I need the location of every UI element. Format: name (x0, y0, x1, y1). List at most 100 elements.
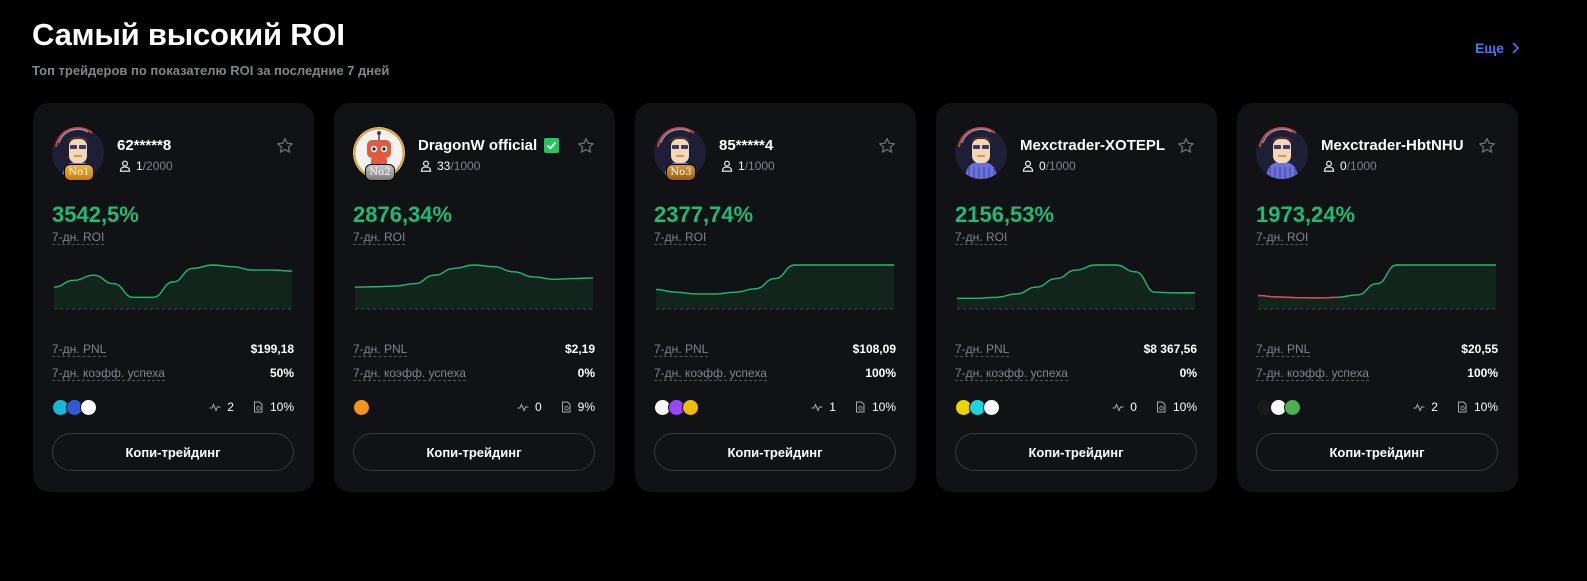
star-icon[interactable] (1478, 137, 1496, 155)
win-rate-value: 0% (577, 366, 595, 380)
roi-label: 7-дн. ROI (654, 230, 707, 245)
win-rate-row: 7-дн. коэфф. успеха 0% (955, 366, 1197, 381)
pnl-row: 7-дн. PNL $199,18 (52, 342, 294, 357)
win-rate-value: 100% (1467, 366, 1498, 380)
roi-line (354, 264, 594, 288)
trader-name[interactable]: DragonW official (418, 137, 560, 154)
activity-icon (1112, 403, 1124, 412)
copy-trading-button[interactable]: Копи-трейдинг (52, 433, 294, 471)
trader-name[interactable]: Mexctrader-XOTEPL (1020, 137, 1165, 154)
roi-line (53, 264, 293, 298)
roi-label: 7-дн. ROI (955, 230, 1008, 245)
win-rate-value: 0% (1179, 366, 1197, 380)
avatar[interactable]: No2 (353, 127, 405, 181)
pnl-row: 7-дн. PNL $20,55 (1256, 342, 1498, 357)
followers-max: /1000 (744, 159, 775, 173)
copy-trading-button[interactable]: Копи-трейдинг (353, 433, 595, 471)
section-title: Самый высокий ROI (32, 17, 345, 52)
trader-name-text: 62*****8 (117, 137, 172, 154)
followers-current: 1 (738, 159, 745, 173)
win-rate-label: 7-дн. коэфф. успеха (654, 366, 767, 381)
trader-card-2[interactable]: No2 DragonW official 33/1000 2876,34% 7-… (334, 103, 615, 492)
star-icon[interactable] (1177, 137, 1195, 155)
pnl-value: $2,19 (564, 342, 595, 356)
roi-line (655, 264, 894, 295)
roi-label: 7-дн. ROI (1256, 230, 1309, 245)
win-rate-row: 7-дн. коэфф. успеха 100% (1256, 366, 1498, 381)
roi-area (1258, 265, 1496, 309)
trader-name[interactable]: 62*****8 (117, 137, 171, 154)
roi-line (957, 264, 1195, 300)
roi-loss-line (1257, 294, 1338, 299)
profit-share-value: 10% (269, 400, 294, 414)
followers-current: 33 (437, 159, 451, 173)
avatar[interactable]: No1 (52, 127, 104, 181)
user-icon (1022, 160, 1034, 172)
chevron-right-icon (1512, 42, 1520, 54)
positions-count: 0 (1130, 400, 1137, 414)
trader-card-3[interactable]: No3 85*****4 1/1000 2377,74% 7-дн. ROI 7… (635, 103, 916, 492)
pnl-label: 7-дн. PNL (52, 342, 107, 357)
activity-icon (517, 403, 529, 412)
star-icon[interactable] (878, 137, 896, 155)
pnl-label: 7-дн. PNL (353, 342, 408, 357)
activity-icon (811, 403, 823, 412)
profit-share-icon (561, 401, 571, 413)
star-icon[interactable] (276, 137, 294, 155)
trader-card-1[interactable]: No1 62*****8 1/2000 3542,5% 7-дн. ROI 7-… (33, 103, 314, 492)
avatar[interactable] (1256, 127, 1308, 179)
trader-name-text: 85*****4 (719, 137, 774, 154)
more-link-label: Еще (1475, 40, 1504, 56)
pnl-row: 7-дн. PNL $108,09 (654, 342, 896, 357)
copy-trading-button[interactable]: Копи-трейдинг (654, 433, 896, 471)
followers-count: 33/1000 (420, 159, 480, 173)
traded-coins (654, 398, 699, 416)
followers-count: 0/1000 (1323, 159, 1377, 173)
more-link[interactable]: Еще (1475, 40, 1520, 56)
card-footer-meta: 0 10% (955, 398, 1197, 416)
win-rate-row: 7-дн. коэфф. успеха 0% (353, 366, 595, 381)
win-rate-label: 7-дн. коэфф. успеха (52, 366, 165, 381)
coin-icon (80, 398, 97, 416)
pnl-label: 7-дн. PNL (955, 342, 1010, 357)
profit-share-value: 9% (577, 400, 595, 414)
pnl-value: $20,55 (1461, 342, 1498, 356)
activity-icon (1413, 403, 1425, 412)
user-icon (420, 160, 432, 172)
positions-count: 0 (534, 400, 542, 414)
positions-count: 2 (227, 400, 234, 414)
rank-badge: No1 (64, 164, 94, 181)
pnl-value: $8 367,56 (1143, 342, 1197, 356)
roi-value: 2156,53% (955, 202, 1055, 227)
user-icon (119, 160, 131, 172)
section-header: Самый высокий ROI Топ трейдеров по показ… (32, 16, 1520, 78)
roi-sparkline (655, 264, 894, 310)
avatar[interactable]: No3 (654, 127, 706, 181)
roi-label: 7-дн. ROI (353, 230, 406, 245)
trader-cards: No1 62*****8 1/2000 3542,5% 7-дн. ROI 7-… (33, 103, 1518, 492)
roi-value: 2377,74% (654, 202, 754, 227)
card-footer-meta: 2 10% (1256, 398, 1498, 416)
followers-current: 0 (1039, 159, 1046, 173)
copy-trading-button[interactable]: Копи-трейдинг (1256, 433, 1498, 471)
followers-count: 1/1000 (721, 159, 775, 173)
followers-max: /2000 (142, 159, 173, 173)
roi-value: 1973,24% (1256, 202, 1356, 227)
roi-sparkline (1257, 264, 1496, 310)
trader-card-4[interactable]: Mexctrader-XOTEPL 0/1000 2156,53% 7-дн. … (936, 103, 1217, 492)
positions-count: 1 (829, 400, 836, 414)
avatar[interactable] (955, 127, 1007, 179)
trader-name[interactable]: Mexctrader-HbtNHU (1321, 137, 1464, 154)
pnl-row: 7-дн. PNL $8 367,56 (955, 342, 1197, 357)
star-icon[interactable] (577, 137, 595, 155)
trader-card-5[interactable]: Mexctrader-HbtNHU 0/1000 1973,24% 7-дн. … (1237, 103, 1518, 492)
followers-count: 1/2000 (119, 159, 173, 173)
profit-share-value: 10% (1473, 400, 1498, 414)
roi-area (957, 265, 1195, 309)
coin-icon (1284, 398, 1301, 416)
copy-trading-button[interactable]: Копи-трейдинг (955, 433, 1197, 471)
pnl-row: 7-дн. PNL $2,19 (353, 342, 595, 357)
trader-name[interactable]: 85*****4 (719, 137, 773, 154)
profit-share-icon (1457, 401, 1467, 413)
coin-icon (983, 398, 1000, 416)
